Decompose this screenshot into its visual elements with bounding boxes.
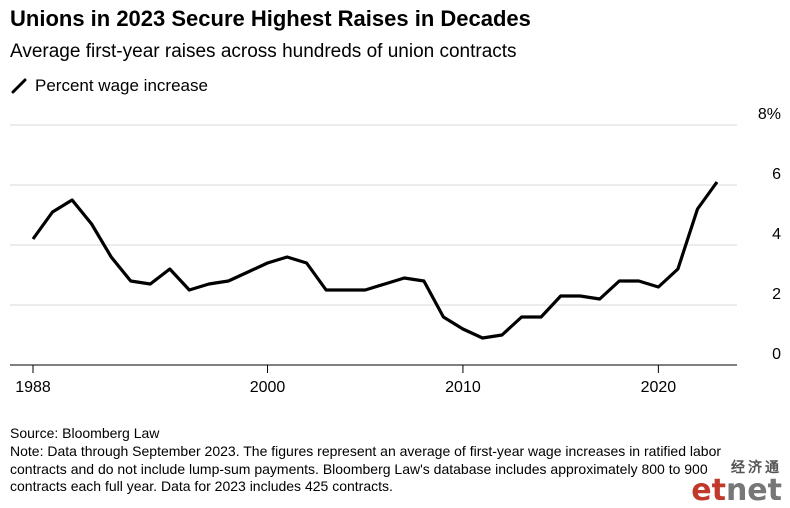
x-axis: 1988 2000 2010 2020 (10, 364, 737, 396)
watermark-net: net (725, 473, 782, 508)
y-tick-label: 4 (772, 226, 781, 243)
source-text: Source: Bloomberg Law (10, 425, 160, 441)
chart-title: Unions in 2023 Secure Highest Raises in … (10, 6, 531, 31)
watermark-chinese-text: 经济通 (731, 459, 782, 475)
note-text: Note: Data through September 2023. The f… (10, 443, 722, 494)
grid-lines (10, 124, 737, 306)
series-line-percent-wage-increase (31, 181, 719, 340)
x-tick-label: 1988 (15, 379, 51, 396)
series-layer (31, 181, 719, 340)
line-chart: 0 2 4 6 8% 1988 2000 2010 2020 (10, 106, 781, 396)
y-tick-label: 6 (772, 166, 781, 183)
x-tick-label: 2000 (250, 379, 286, 396)
legend-label: Percent wage increase (35, 76, 208, 95)
y-tick-label: 0 (772, 346, 781, 363)
y-tick-labels: 0 2 4 6 8% (758, 106, 781, 363)
y-tick-label: 8% (758, 106, 781, 123)
chart-subtitle: Average first-year raises across hundred… (10, 41, 517, 62)
watermark-wordmark: etnet (691, 476, 782, 506)
y-tick-label: 2 (772, 286, 781, 303)
watermark-et: et (691, 473, 726, 508)
legend: Percent wage increase (10, 76, 208, 96)
x-tick-label: 2010 (445, 379, 481, 396)
x-tick-label: 2020 (641, 379, 677, 396)
legend-line-icon (11, 78, 27, 94)
etnet-watermark-logo: 经济通 etnet (691, 457, 782, 506)
